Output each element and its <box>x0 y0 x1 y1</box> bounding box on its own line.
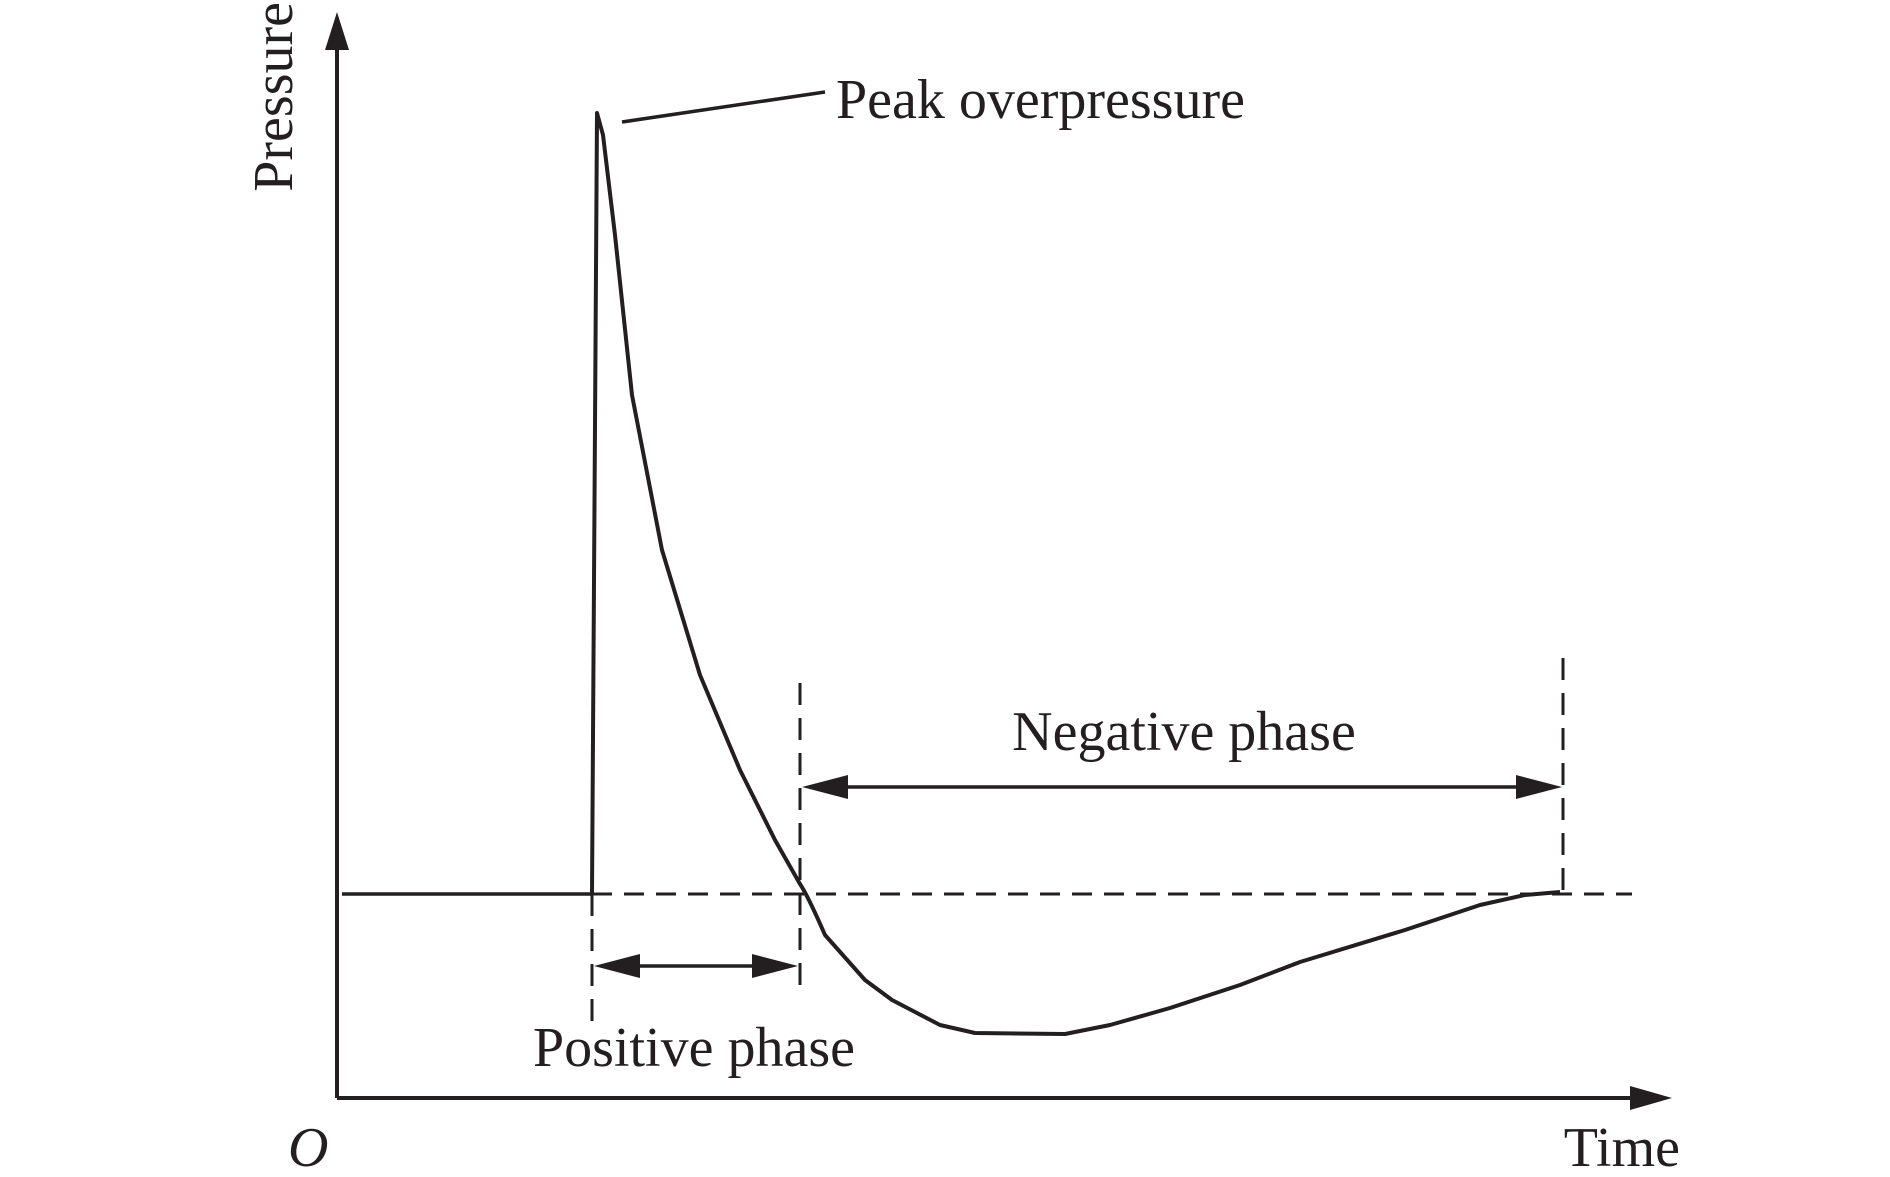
axes <box>325 12 1672 1110</box>
positive-phase-arrow <box>594 954 798 978</box>
positive-phase-arrowhead-right <box>752 954 798 978</box>
x-axis-arrowhead <box>1630 1086 1672 1110</box>
negative-phase-arrowhead-right <box>1516 775 1562 799</box>
phase-markers <box>590 658 1565 1030</box>
peak-overpressure-label: Peak overpressure <box>836 69 1245 131</box>
positive-phase-arrowhead-left <box>594 954 640 978</box>
pressure-time-curve <box>590 111 1561 1036</box>
negative-phase-label: Negative phase <box>1012 701 1356 763</box>
y-axis-arrowhead <box>325 12 349 50</box>
peak-leader-line <box>621 90 826 124</box>
negative-phase-arrow <box>802 775 1562 799</box>
positive-phase-label: Positive phase <box>533 1017 855 1079</box>
y-axis-label: Pressure <box>243 2 305 192</box>
origin-label: O <box>288 1117 328 1172</box>
x-axis-label: Time <box>1564 1117 1680 1172</box>
negative-phase-arrowhead-left <box>802 775 848 799</box>
